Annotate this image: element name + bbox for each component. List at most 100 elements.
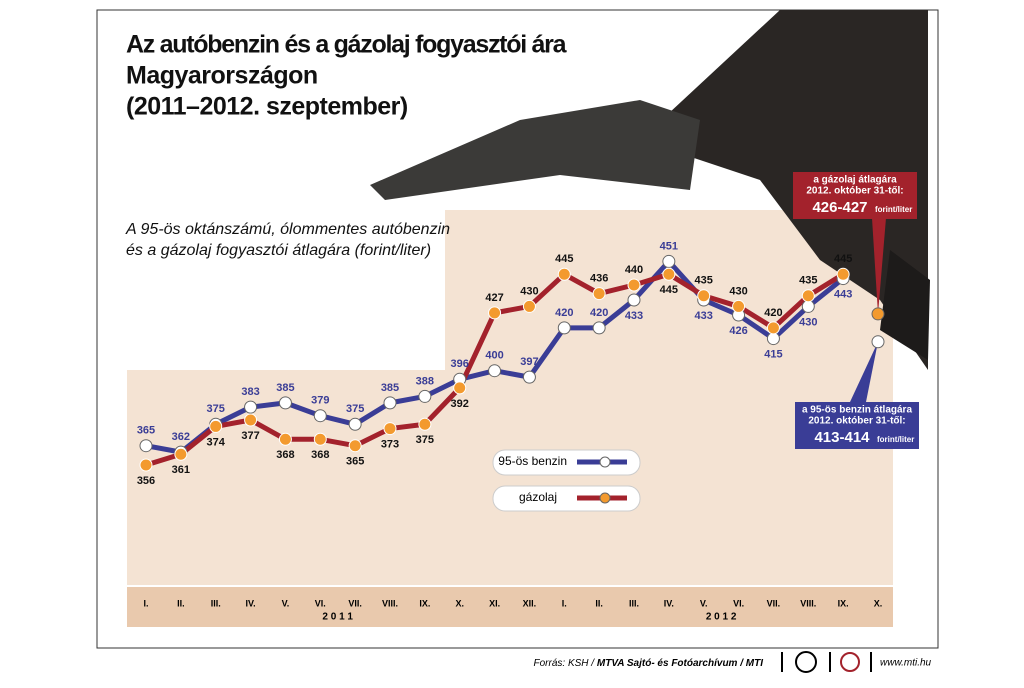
data-label: 440 xyxy=(625,264,643,276)
data-label: 445 xyxy=(555,253,573,265)
data-label: 430 xyxy=(520,285,538,297)
data-label: 388 xyxy=(416,375,434,387)
website: www.mti.hu xyxy=(880,658,932,669)
legend-label: 95-ös benzin xyxy=(498,454,567,468)
data-label: 415 xyxy=(764,348,782,360)
data-label: 375 xyxy=(346,403,364,415)
data-point xyxy=(209,419,223,433)
data-point xyxy=(348,417,362,431)
callout-unit: forint/liter xyxy=(875,205,912,214)
data-label: 379 xyxy=(311,395,329,407)
data-label: 385 xyxy=(381,382,399,394)
x-tick-label: V. xyxy=(700,598,708,608)
x-tick-label: V. xyxy=(282,598,290,608)
x-tick-label: II. xyxy=(177,598,185,608)
callout-box xyxy=(795,402,919,449)
data-label: 362 xyxy=(172,431,190,443)
data-point xyxy=(801,289,815,303)
callout-box xyxy=(793,172,917,219)
nozzle xyxy=(370,100,700,200)
data-point xyxy=(418,389,432,403)
x-tick-label: I. xyxy=(562,598,567,608)
data-point xyxy=(383,396,397,410)
x-tick-label: II. xyxy=(595,598,603,608)
legend-box xyxy=(492,449,641,476)
data-point xyxy=(139,458,153,472)
data-point xyxy=(557,267,571,281)
legend-box xyxy=(492,485,641,512)
data-label: 445 xyxy=(660,284,678,296)
data-point xyxy=(697,289,711,303)
data-point xyxy=(766,332,780,346)
data-point xyxy=(662,254,676,268)
data-point xyxy=(174,447,188,461)
x-tick-label: VII. xyxy=(767,598,781,608)
data-label: 368 xyxy=(276,449,294,461)
x-tick-label: VIII. xyxy=(800,598,816,608)
data-label: 368 xyxy=(311,449,329,461)
data-point xyxy=(627,293,641,307)
source: Forrás: KSH / MTVA Sajtó- és Fotóarchívu… xyxy=(534,658,764,669)
callout-price: 426-427 xyxy=(812,199,867,216)
data-point xyxy=(244,400,258,414)
data-point xyxy=(453,381,467,395)
logo xyxy=(795,651,817,673)
x-tick-label: I. xyxy=(143,598,148,608)
callout-text: 2012. október 31-től: xyxy=(808,416,905,427)
data-label: 445 xyxy=(834,253,852,265)
data-label: 392 xyxy=(451,398,469,410)
data-point xyxy=(522,370,536,384)
x-tick-label: VII. xyxy=(348,598,362,608)
data-point xyxy=(488,306,502,320)
data-point xyxy=(522,299,536,313)
data-label: 400 xyxy=(485,350,503,362)
data-point xyxy=(139,439,153,453)
data-point xyxy=(488,364,502,378)
data-label: 427 xyxy=(485,292,503,304)
data-label: 430 xyxy=(799,316,817,328)
data-label: 361 xyxy=(172,464,190,476)
data-label: 373 xyxy=(381,438,399,450)
data-label: 396 xyxy=(451,358,469,370)
data-point xyxy=(278,396,292,410)
data-point xyxy=(313,432,327,446)
photo xyxy=(370,10,930,370)
legend-label: gázolaj xyxy=(519,490,557,504)
data-label: 451 xyxy=(660,240,678,252)
chart-title: Az autóbenzin és a gázolaj fogyasztói ár… xyxy=(126,31,568,59)
data-point xyxy=(313,409,327,423)
data-label: 365 xyxy=(346,456,364,468)
data-point xyxy=(801,299,815,313)
callout-text: 2012. október 31-től: xyxy=(806,186,903,197)
data-label: 420 xyxy=(555,307,573,319)
source-bold: MTVA Sajtó- és Fotóarchívum / MTI xyxy=(597,658,763,669)
data-point xyxy=(592,321,606,335)
data-label: 374 xyxy=(207,436,226,448)
data-point xyxy=(662,267,676,281)
x-tick-label: IX. xyxy=(838,598,849,608)
data-point xyxy=(627,278,641,292)
year-label: 2 0 1 2 xyxy=(706,612,737,623)
data-label: 385 xyxy=(276,382,294,394)
legend-marker xyxy=(599,492,611,504)
data-point xyxy=(732,299,746,313)
hand xyxy=(640,10,928,370)
data-label: 443 xyxy=(834,288,852,300)
callout-pointer xyxy=(872,218,886,314)
data-label: 356 xyxy=(137,475,155,487)
data-label: 383 xyxy=(241,386,259,398)
data-point xyxy=(383,422,397,436)
legend-marker xyxy=(599,456,611,468)
x-tick-label: III. xyxy=(211,598,221,608)
data-label: 433 xyxy=(695,310,713,322)
data-label: 420 xyxy=(764,307,782,319)
hose xyxy=(880,250,930,360)
data-label: 375 xyxy=(207,403,225,415)
data-point xyxy=(592,287,606,301)
data-label: 426 xyxy=(729,325,747,337)
x-tick-label: IV. xyxy=(245,598,255,608)
data-point xyxy=(766,321,780,335)
data-label: 375 xyxy=(416,434,434,446)
data-point xyxy=(278,432,292,446)
callout-text: a gázolaj átlagára xyxy=(813,175,897,186)
